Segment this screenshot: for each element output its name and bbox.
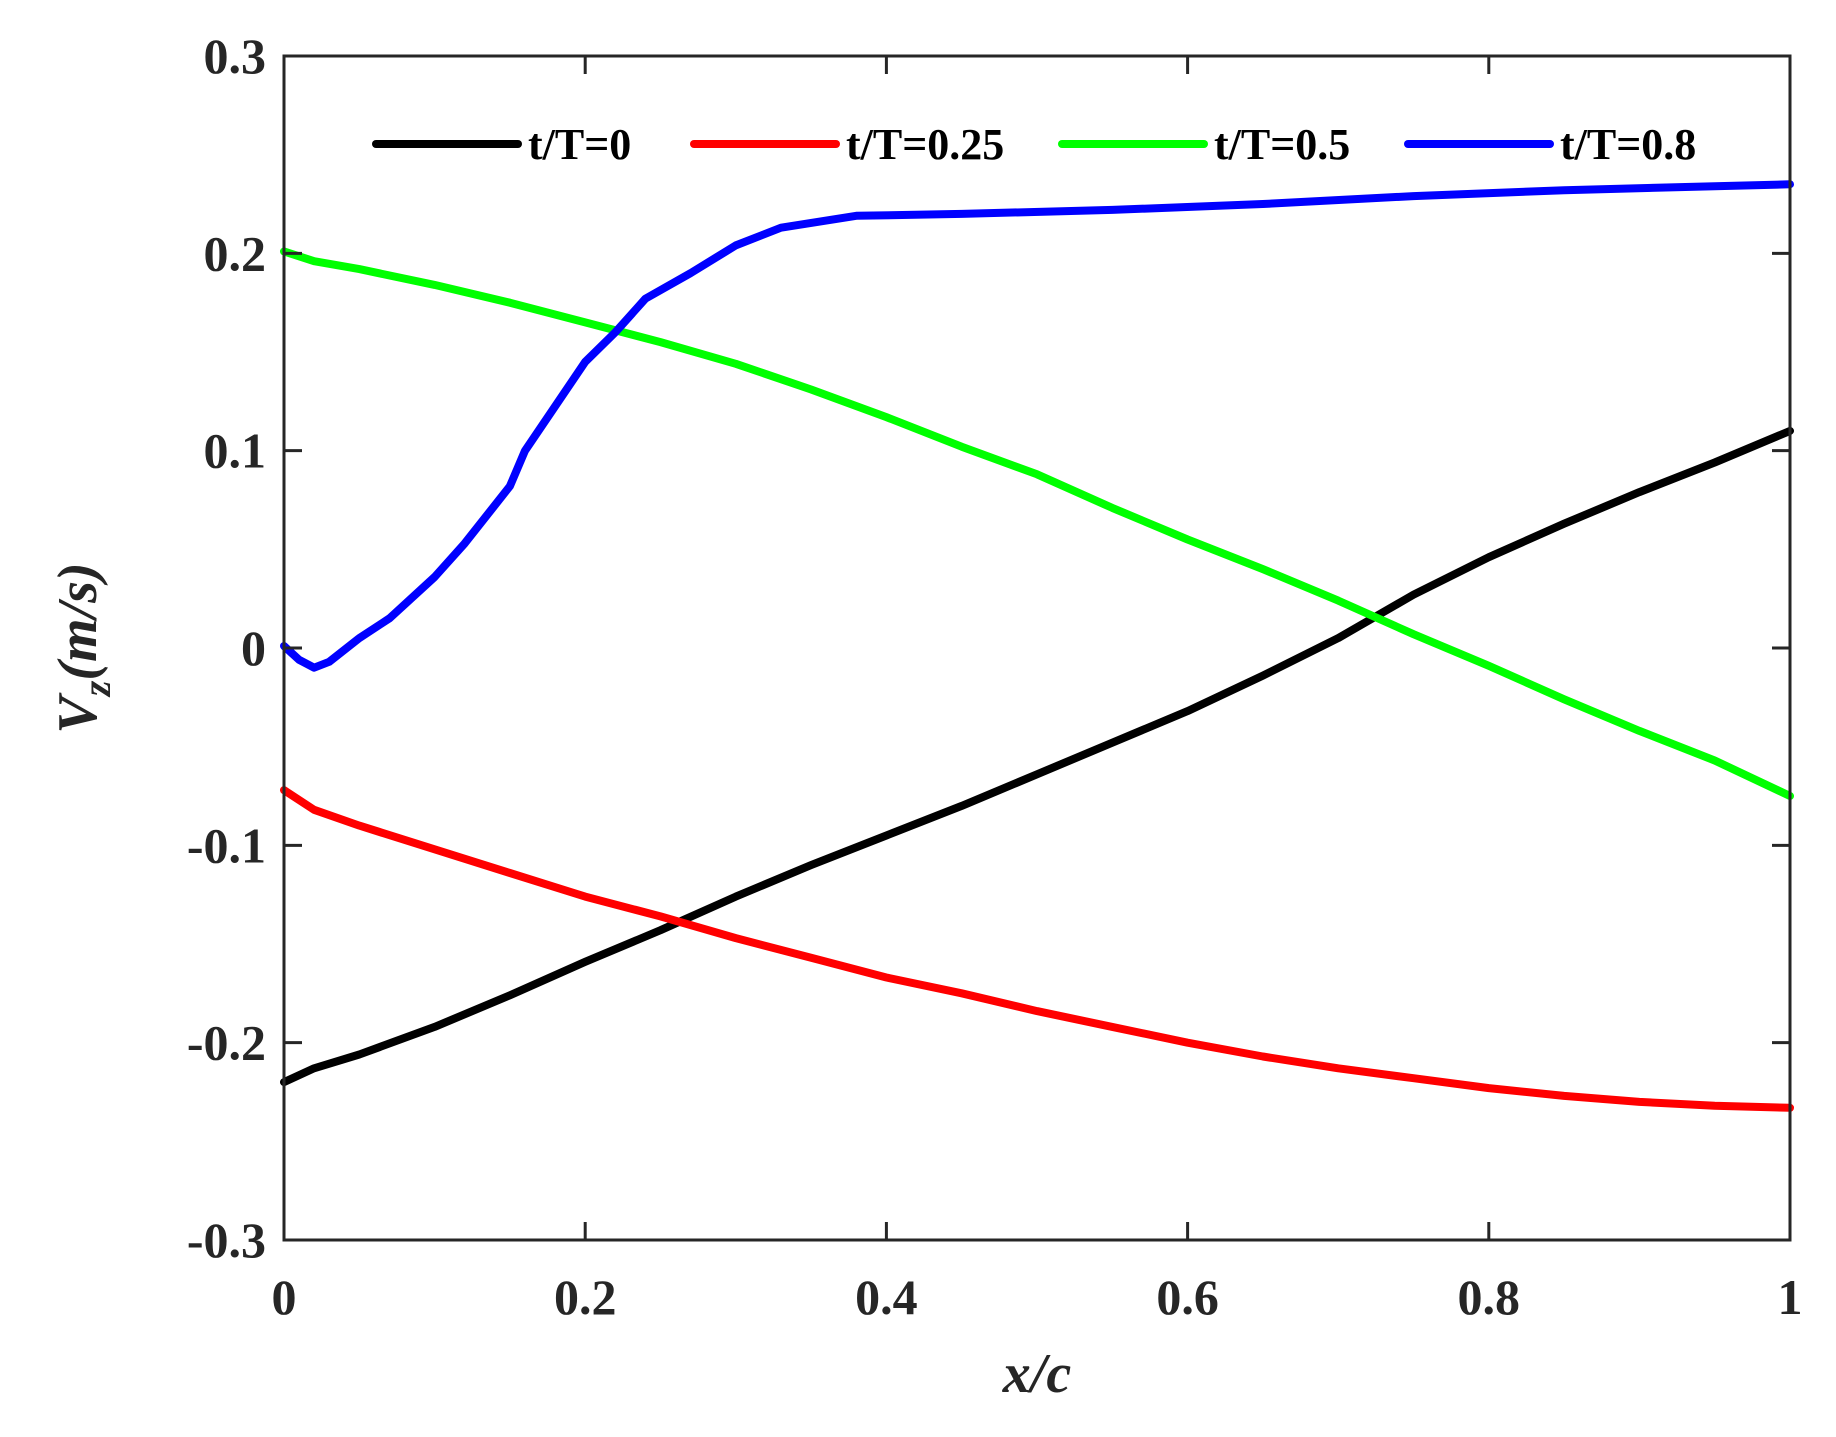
legend-label-1: t/T=0.25 bbox=[846, 120, 1004, 169]
x-tick-label-5: 1 bbox=[1778, 1269, 1803, 1325]
y-tick-label-2: -0.1 bbox=[187, 817, 266, 873]
series-line-1 bbox=[280, 786, 1794, 1112]
x-axis-label: x/c bbox=[1002, 1343, 1072, 1405]
legend: t/T=0 t/T=0.25 t/T=0.5 t/T=0.8 bbox=[372, 120, 1696, 169]
legend-label-3: t/T=0.8 bbox=[1560, 120, 1696, 169]
plot-frame bbox=[282, 54, 1792, 1242]
y-axis-label-unit: (m/s) bbox=[47, 562, 109, 680]
x-tick-label-3: 0.6 bbox=[1156, 1269, 1219, 1325]
y-tick-label-5: 0.2 bbox=[204, 225, 267, 281]
x-ticks: 0 0.2 0.4 0.6 0.8 1 bbox=[272, 56, 1803, 1325]
legend-label-2: t/T=0.5 bbox=[1214, 120, 1350, 169]
x-tick-label-2: 0.4 bbox=[855, 1269, 918, 1325]
y-axis-label-subscript: z bbox=[74, 680, 119, 698]
y-tick-label-3: 0 bbox=[241, 620, 266, 676]
y-axis-label-main: V bbox=[47, 692, 109, 734]
y-tick-label-0: -0.3 bbox=[187, 1212, 266, 1268]
y-tick-label-4: 0.1 bbox=[204, 423, 267, 479]
y-tick-label-1: -0.2 bbox=[187, 1015, 266, 1071]
y-axis-label: Vz(m/s) bbox=[47, 562, 119, 733]
series-layer bbox=[280, 180, 1794, 1112]
y-tick-label-6: 0.3 bbox=[204, 28, 267, 84]
series-line-3 bbox=[280, 180, 1794, 672]
x-tick-label-0: 0 bbox=[272, 1269, 297, 1325]
x-tick-label-1: 0.2 bbox=[554, 1269, 617, 1325]
y-ticks: -0.3 -0.2 -0.1 0 0.1 0.2 0.3 bbox=[187, 28, 1790, 1268]
series-line-0 bbox=[280, 426, 1794, 1087]
series-line-2 bbox=[280, 247, 1794, 800]
x-tick-label-4: 0.8 bbox=[1458, 1269, 1521, 1325]
legend-label-0: t/T=0 bbox=[528, 120, 631, 169]
